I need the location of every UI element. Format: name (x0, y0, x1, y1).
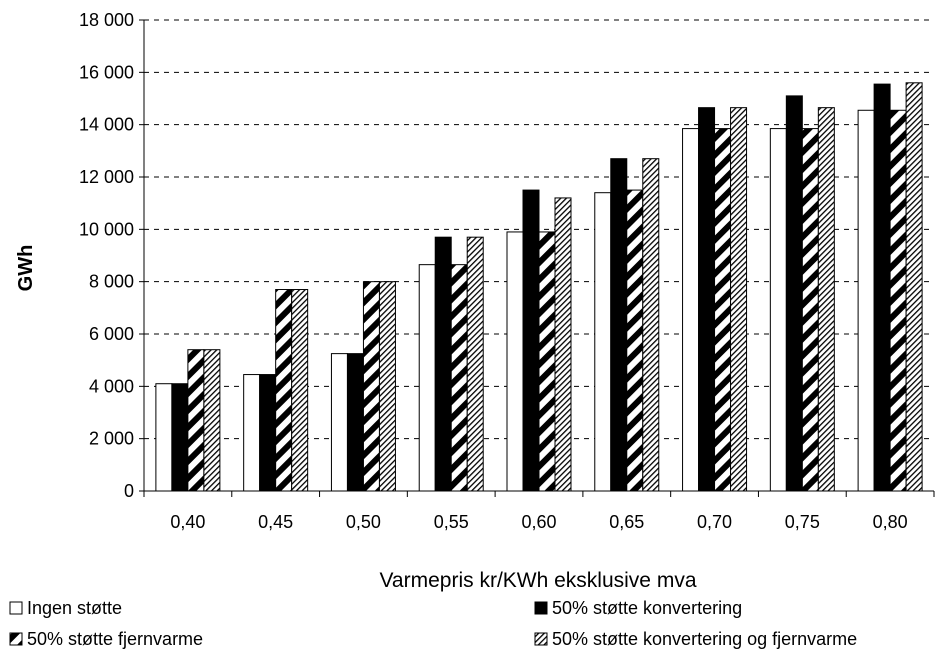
bar (378, 281, 396, 492)
bar (155, 383, 173, 492)
bar (730, 107, 748, 492)
legend-swatch (9, 601, 23, 615)
bar (594, 192, 612, 492)
y-tick-label: 18 000 (79, 10, 134, 30)
y-tick-label: 14 000 (79, 115, 134, 135)
bar (554, 197, 572, 492)
bar (275, 289, 293, 492)
y-axis-label: GWh (15, 245, 37, 292)
bar (610, 158, 628, 492)
bar (873, 83, 891, 492)
bar (243, 374, 261, 492)
bar (714, 128, 732, 492)
x-tick-label: 0,80 (873, 512, 908, 532)
bar (905, 82, 923, 492)
legend-swatch (534, 601, 548, 615)
y-tick-label: 4 000 (89, 376, 134, 396)
y-tick-label: 0 (124, 481, 134, 501)
bar (346, 353, 364, 492)
bar (538, 231, 556, 492)
x-tick-label: 0,70 (697, 512, 732, 532)
bar (259, 374, 277, 492)
bar (857, 109, 875, 492)
legend-label: Ingen støtte (27, 598, 122, 618)
bar (889, 109, 907, 492)
bar (506, 231, 524, 492)
bar (362, 281, 380, 492)
bar (466, 236, 484, 492)
bar (418, 264, 436, 492)
bar (522, 189, 540, 492)
bar (291, 289, 309, 492)
x-tick-label: 0,60 (521, 512, 556, 532)
bar (434, 236, 452, 492)
legend-label: 50% støtte konvertering (552, 598, 742, 618)
bars (155, 82, 923, 492)
y-tick-label: 8 000 (89, 272, 134, 292)
y-tick-label: 16 000 (79, 62, 134, 82)
tick-labels: 0 2 000 4 000 6 000 8 000 10 000 12 000 14 000 1… (79, 10, 908, 532)
y-tick-label: 10 000 (79, 219, 134, 239)
bar (330, 353, 348, 492)
y-tick-label: 12 000 (79, 167, 134, 187)
x-tick-label: 0,75 (785, 512, 820, 532)
bar (642, 158, 660, 492)
legend-label: 50% støtte fjernvarme (27, 629, 203, 649)
y-tick-label: 2 000 (89, 429, 134, 449)
bar (785, 95, 803, 492)
x-axis-label: Varmepris kr/KWh eksklusive mva (379, 569, 696, 592)
bar (682, 128, 700, 492)
x-tick-label: 0,50 (346, 512, 381, 532)
axes (139, 19, 935, 497)
bar (187, 349, 205, 492)
bar (450, 264, 468, 492)
bar (698, 107, 716, 492)
bar (171, 383, 189, 492)
bar (203, 349, 221, 492)
bar (801, 128, 819, 492)
legend-label: 50% støtte konvertering og fjernvarme (552, 629, 857, 649)
legend-swatch (534, 632, 548, 646)
legend: Ingen støtte 50% støtte konvertering 50% s… (9, 598, 857, 649)
x-tick-label: 0,45 (258, 512, 293, 532)
bar (769, 128, 787, 492)
x-tick-label: 0,40 (170, 512, 205, 532)
legend-swatch (9, 632, 23, 646)
bar (817, 107, 835, 492)
bar (626, 189, 644, 492)
x-tick-label: 0,65 (609, 512, 644, 532)
x-tick-label: 0,55 (434, 512, 469, 532)
y-tick-label: 6 000 (89, 324, 134, 344)
